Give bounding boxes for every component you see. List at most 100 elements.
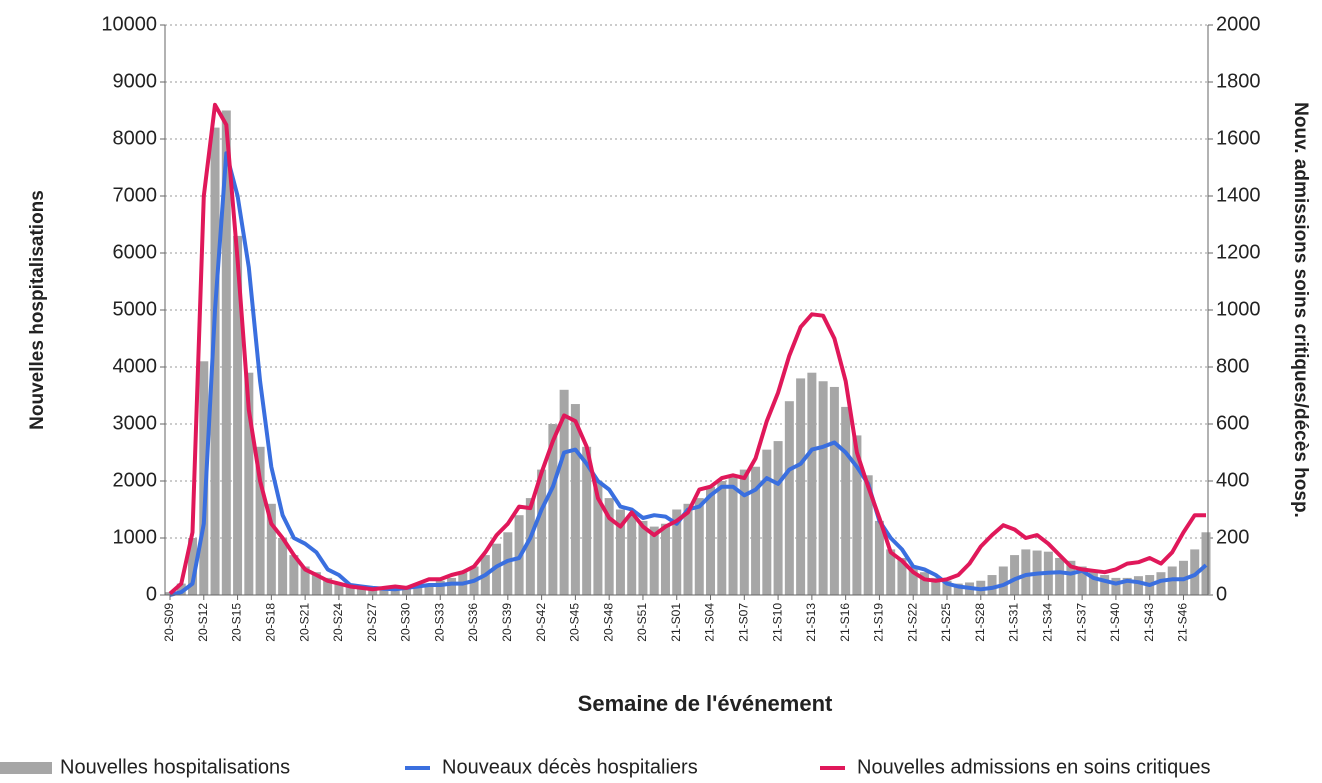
x-tick-label: 20-S12 bbox=[196, 603, 210, 642]
bar bbox=[818, 381, 828, 595]
bar bbox=[660, 523, 670, 595]
bar bbox=[728, 475, 738, 595]
bar bbox=[1077, 566, 1087, 595]
bar bbox=[784, 401, 794, 595]
bar bbox=[447, 577, 457, 595]
x-tick-label: 21-S40 bbox=[1108, 603, 1122, 642]
y-tick-label: 1000 bbox=[113, 526, 158, 548]
bar bbox=[266, 503, 276, 595]
bar bbox=[345, 586, 355, 595]
x-tick-label: 20-S09 bbox=[162, 603, 176, 642]
x-tick-label: 21-S19 bbox=[872, 603, 886, 642]
bar bbox=[1066, 560, 1076, 595]
bar bbox=[638, 520, 648, 595]
bar bbox=[874, 520, 884, 595]
bar bbox=[717, 481, 727, 595]
bar bbox=[694, 498, 704, 595]
bar bbox=[1122, 577, 1132, 595]
bar bbox=[1201, 532, 1211, 595]
bar bbox=[1156, 572, 1166, 595]
bar bbox=[233, 235, 243, 595]
x-tick-label: 21-S34 bbox=[1041, 603, 1055, 642]
bar bbox=[683, 503, 693, 595]
x-tick-label: 21-S25 bbox=[939, 603, 953, 642]
x-tick-label: 21-S16 bbox=[838, 603, 852, 642]
bar bbox=[908, 566, 918, 595]
bar bbox=[401, 587, 411, 595]
bar bbox=[537, 469, 547, 595]
x-tick-label: 21-S10 bbox=[770, 603, 784, 642]
bar bbox=[987, 575, 997, 595]
legend-swatch bbox=[0, 762, 52, 774]
bar bbox=[751, 466, 761, 595]
bar bbox=[559, 389, 569, 595]
y-tick-label: 7000 bbox=[113, 184, 158, 206]
bar bbox=[334, 583, 344, 595]
y-tick-label: 10000 bbox=[101, 13, 157, 35]
x-tick-label: 20-S18 bbox=[264, 603, 278, 642]
bar bbox=[897, 557, 907, 595]
x-tick-label: 20-S15 bbox=[230, 603, 244, 642]
legend-label: Nouveaux décès hospitaliers bbox=[442, 756, 698, 778]
bar bbox=[188, 538, 198, 595]
bar bbox=[1133, 576, 1143, 595]
legend-label: Nouvelles admissions en soins critiques bbox=[857, 756, 1211, 778]
bar bbox=[942, 580, 952, 595]
bar bbox=[424, 583, 434, 595]
bar bbox=[919, 572, 929, 595]
bar bbox=[323, 577, 333, 595]
x-tick-label: 20-S39 bbox=[500, 603, 514, 642]
bar bbox=[1010, 555, 1020, 595]
bar bbox=[255, 446, 265, 595]
bar bbox=[503, 532, 513, 595]
y2-tick-label: 2000 bbox=[1216, 13, 1261, 35]
bar bbox=[1111, 577, 1121, 595]
x-tick-label: 20-S24 bbox=[331, 603, 345, 642]
bar bbox=[435, 580, 445, 595]
y2-tick-label: 1600 bbox=[1216, 127, 1261, 149]
y-axis-title: Nouvelles hospitalisations bbox=[27, 190, 48, 430]
bar bbox=[413, 586, 423, 595]
bar bbox=[244, 372, 254, 595]
y2-tick-label: 0 bbox=[1216, 583, 1227, 605]
bar bbox=[953, 583, 963, 595]
bar bbox=[311, 572, 321, 595]
x-tick-label: 20-S27 bbox=[365, 603, 379, 642]
x-tick-label: 21-S28 bbox=[973, 603, 987, 642]
x-tick-label: 21-S22 bbox=[905, 603, 919, 642]
y2-tick-label: 200 bbox=[1216, 526, 1249, 548]
y-tick-label: 4000 bbox=[113, 355, 158, 377]
legend-label: Nouvelles hospitalisations bbox=[60, 756, 290, 778]
bar bbox=[593, 481, 603, 595]
x-tick-label: 21-S31 bbox=[1007, 603, 1021, 642]
bar bbox=[300, 566, 310, 595]
y2-tick-label: 400 bbox=[1216, 469, 1249, 491]
bar bbox=[615, 509, 625, 595]
y-tick-label: 6000 bbox=[113, 241, 158, 263]
y-tick-label: 3000 bbox=[113, 412, 158, 434]
bar bbox=[1055, 557, 1065, 595]
x-tick-label: 20-S48 bbox=[601, 603, 615, 642]
x-axis-title: Semaine de l'événement bbox=[578, 691, 833, 716]
y2-tick-label: 1400 bbox=[1216, 184, 1261, 206]
x-tick-label: 20-S33 bbox=[432, 603, 446, 642]
bar bbox=[627, 515, 637, 595]
y2-tick-label: 600 bbox=[1216, 412, 1249, 434]
bar bbox=[1100, 575, 1110, 595]
bar bbox=[199, 361, 209, 595]
x-tick-label: 21-S43 bbox=[1142, 603, 1156, 642]
y-tick-label: 0 bbox=[146, 583, 157, 605]
bar bbox=[604, 498, 614, 595]
bar bbox=[852, 435, 862, 595]
bar bbox=[368, 589, 378, 595]
bar bbox=[221, 110, 231, 595]
y2-tick-label: 1000 bbox=[1216, 298, 1261, 320]
bar bbox=[1088, 572, 1098, 595]
bar bbox=[886, 549, 896, 595]
bar bbox=[773, 441, 783, 595]
x-tick-label: 21-S46 bbox=[1176, 603, 1190, 642]
x-tick-label: 20-S51 bbox=[635, 603, 649, 642]
bar bbox=[649, 526, 659, 595]
x-tick-label: 21-S07 bbox=[736, 603, 750, 642]
